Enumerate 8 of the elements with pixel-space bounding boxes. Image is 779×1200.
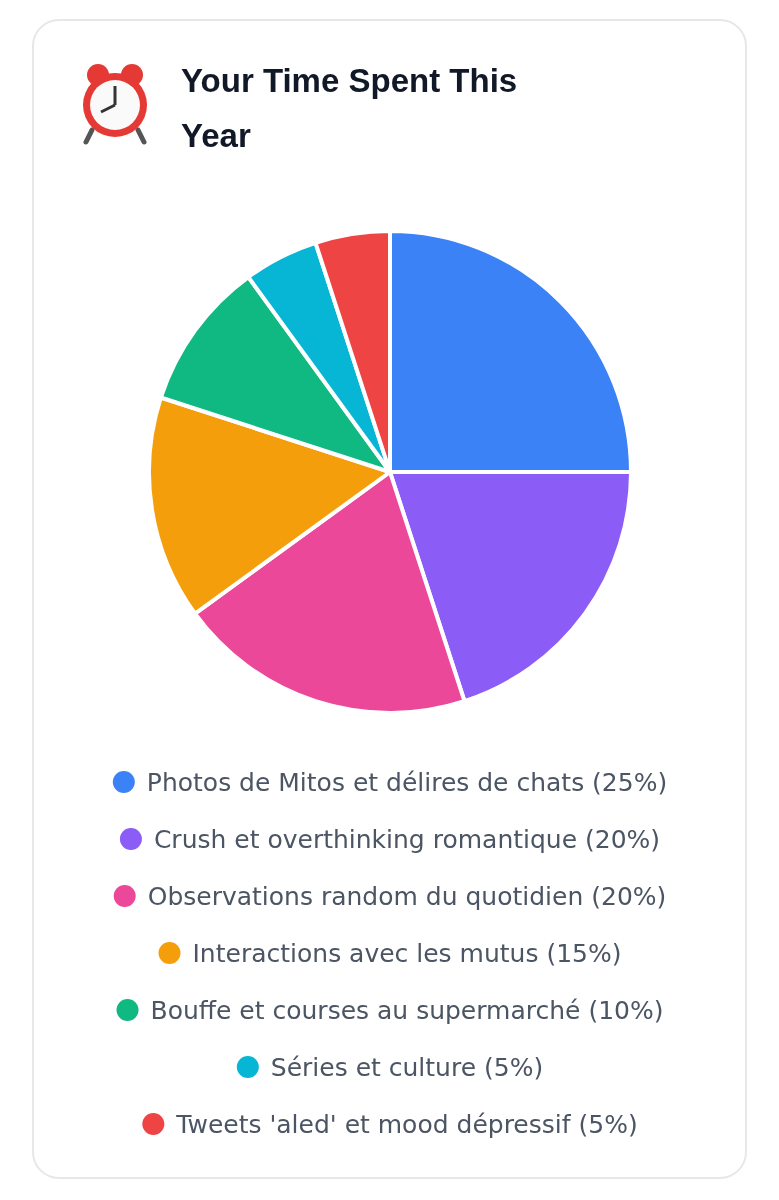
legend-label: Bouffe et courses au supermarché (10%) xyxy=(150,995,664,1025)
legend-label: Observations random du quotidien (20%) xyxy=(147,881,667,911)
legend-label: Interactions avec les mutus (15%) xyxy=(192,938,622,968)
legend-label: Tweets 'aled' et mood dépressif (5%) xyxy=(175,1109,638,1139)
chart-title: Your Time Spent This Year xyxy=(181,62,518,154)
legend-label: Séries et culture (5%) xyxy=(270,1052,544,1082)
legend-label: Photos de Mitos et délires de chats (25%) xyxy=(146,767,668,797)
legend-label: Crush et overthinking romantique (20%) xyxy=(153,824,661,854)
